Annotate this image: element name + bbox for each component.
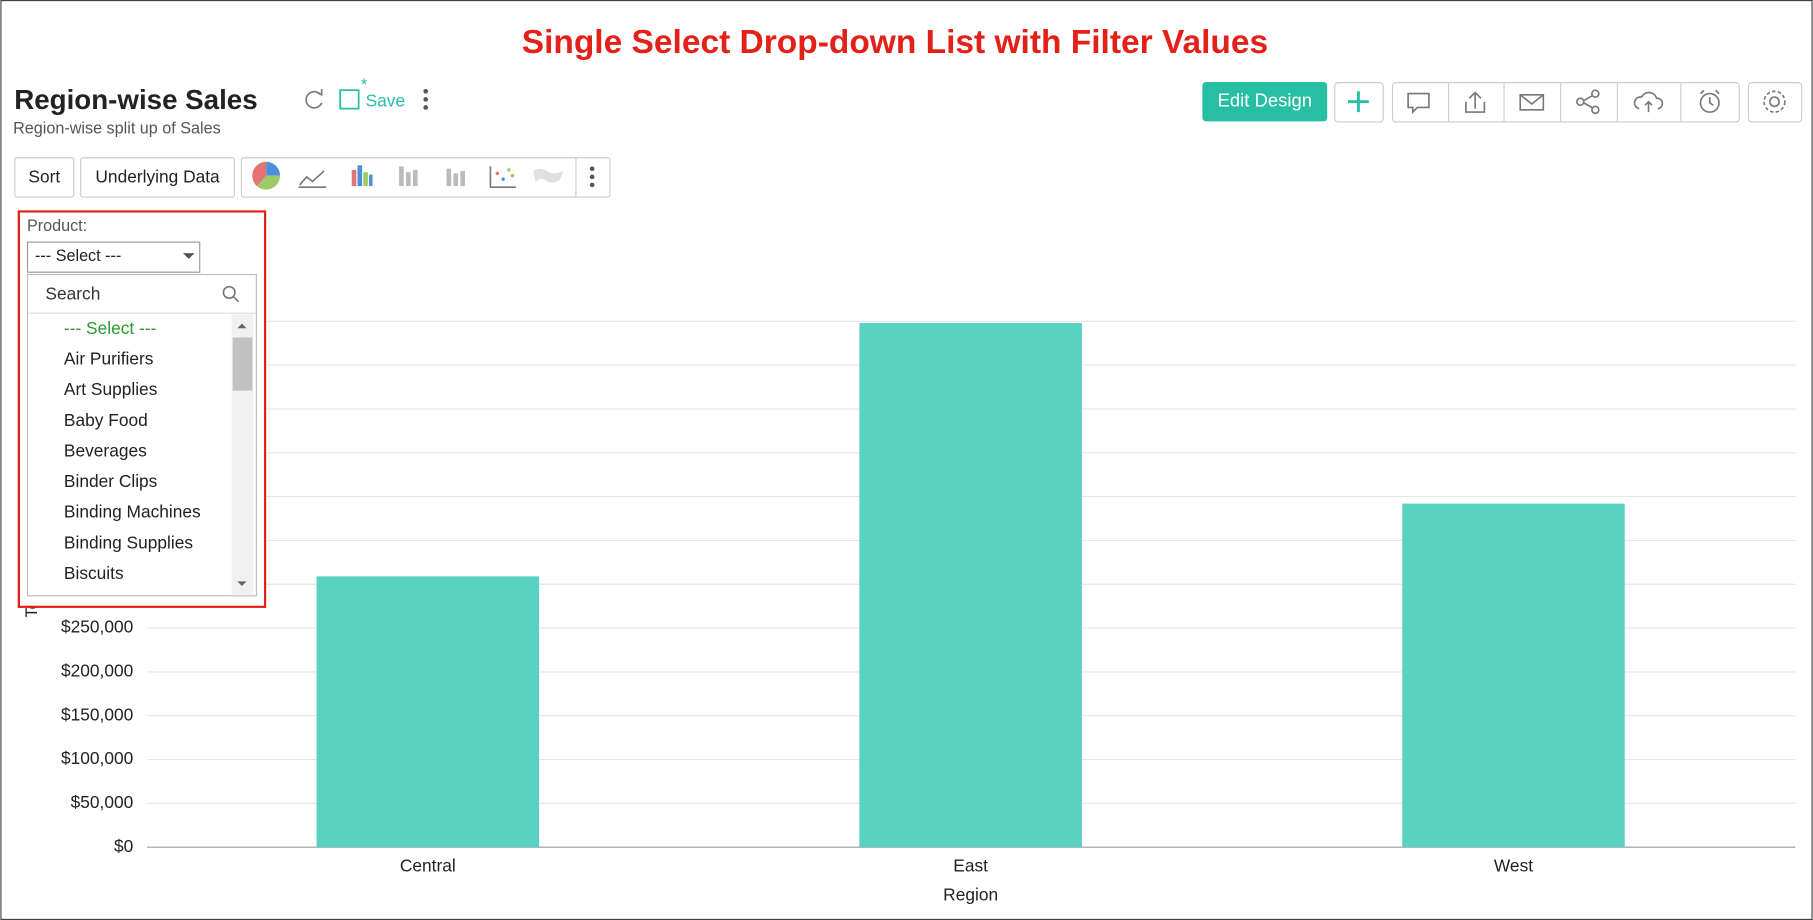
more-button[interactable] [423, 88, 429, 110]
sort-button[interactable]: Sort [14, 157, 75, 198]
x-tick-label: East [953, 855, 988, 875]
option[interactable]: Baby Food [64, 410, 148, 430]
x-tick-label: Central [400, 855, 456, 875]
selected-value: --- Select --- [35, 247, 121, 265]
option[interactable]: Air Purifiers [64, 349, 154, 369]
report-subtitle: Region-wise split up of Sales [13, 120, 221, 138]
action-group [1391, 82, 1740, 123]
option[interactable]: Biscuits [64, 563, 124, 583]
y-tick-label: $0 [114, 836, 133, 856]
chart-type-icons[interactable] [252, 158, 595, 197]
option[interactable]: Art Supplies [64, 379, 158, 399]
option-list: --- Select --- Air Purifiers Art Supplies B… [64, 318, 201, 583]
highlight-box [17, 210, 267, 608]
option[interactable]: Binder Clips [64, 471, 158, 491]
option[interactable]: Beverages [64, 440, 147, 460]
x-tick-label: West [1494, 855, 1533, 875]
x-axis-title: Region [943, 884, 998, 904]
report-title: Region-wise Sales [14, 84, 257, 115]
sort-label: Sort [28, 167, 60, 187]
select-box[interactable]: --- Select --- [26, 241, 201, 273]
chart-type-group [240, 157, 611, 198]
settings-button[interactable] [1747, 82, 1803, 123]
dropdown-panel [26, 273, 257, 597]
add-button[interactable] [1334, 82, 1384, 123]
edit-design-label: Edit Design [1218, 90, 1313, 111]
y-tick-label: $250,000 [61, 617, 133, 637]
edit-design-button[interactable]: Edit Design [1202, 82, 1328, 122]
search-placeholder: Search [45, 283, 100, 303]
bar [1402, 503, 1625, 848]
filter: Product: --- Select --- Search --- Selec… [17, 210, 267, 608]
y-tick-label: $150,000 [61, 704, 133, 724]
action-icons[interactable] [1407, 83, 1720, 122]
underlying-data-button[interactable]: Underlying Data [80, 157, 235, 198]
option[interactable]: --- Select --- [64, 318, 156, 338]
banner-title: Single Select Drop-down List with Filter… [522, 24, 1268, 61]
scroll-thumb[interactable] [232, 337, 253, 391]
bar [859, 323, 1082, 848]
chart: $0 $50,000 $100,000 $150,000 $200,000 $250,00… [23, 310, 1796, 904]
y-tick-label: $200,000 [61, 660, 133, 680]
y-tick-label: $100,000 [61, 748, 133, 768]
save-label: Save [366, 90, 406, 110]
underlying-data-label: Underlying Data [95, 167, 220, 187]
svg-text:*: * [361, 76, 368, 94]
option[interactable]: Binding Machines [64, 502, 201, 522]
search-box[interactable]: Search [28, 283, 256, 314]
option[interactable]: Binding Supplies [64, 532, 193, 552]
bar [316, 576, 540, 848]
save-button[interactable]: * Save [339, 76, 406, 110]
filter-label: Product: [27, 217, 87, 235]
y-tick-label: $50,000 [71, 792, 134, 812]
refresh-button[interactable] [305, 88, 323, 109]
